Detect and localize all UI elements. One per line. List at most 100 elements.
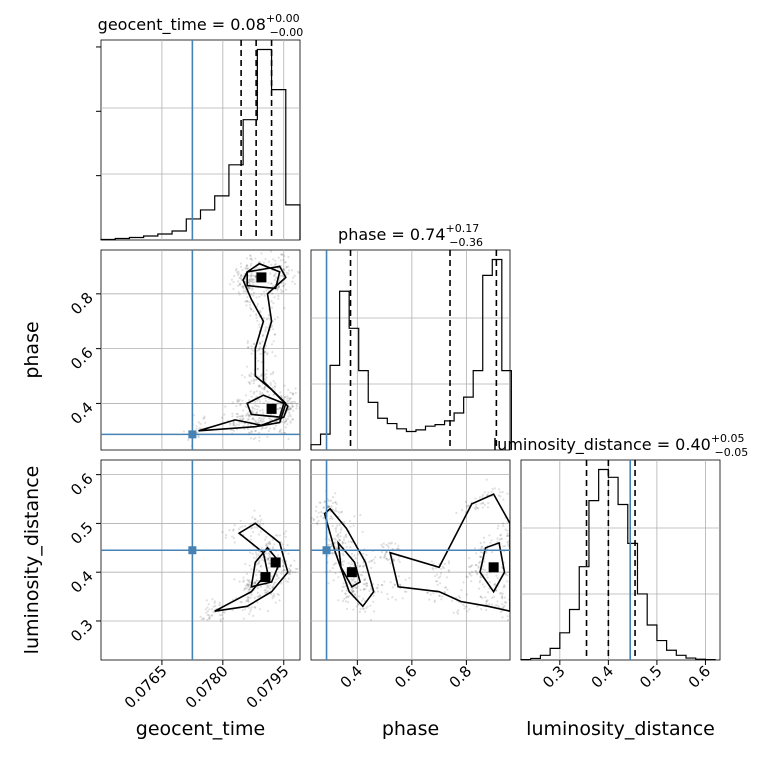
sample-point — [249, 610, 252, 613]
sample-point — [480, 576, 483, 579]
hist-panel-luminosity_distance: luminosity_distance = 0.40+0.05 −0.05 — [493, 432, 748, 661]
sample-point — [235, 267, 238, 270]
sample-point — [283, 421, 286, 424]
sample-point — [253, 517, 256, 521]
sample-point — [350, 560, 353, 563]
sample-point — [383, 556, 386, 559]
sample-point — [289, 397, 293, 400]
sample-point — [248, 381, 251, 384]
sample-point — [259, 585, 262, 588]
sample-point — [338, 538, 341, 541]
sample-point — [283, 307, 286, 310]
sample-point — [280, 582, 283, 585]
sample-point — [248, 613, 251, 616]
sample-point — [274, 354, 277, 358]
sample-point — [289, 569, 292, 573]
sample-point — [258, 326, 261, 329]
sample-point — [389, 581, 392, 584]
sample-point — [284, 426, 287, 429]
sample-point — [347, 540, 350, 543]
sample-point — [256, 526, 259, 529]
contour-level — [479, 541, 506, 594]
sample-point — [238, 283, 241, 287]
sample-point — [246, 596, 249, 599]
sample-point — [246, 342, 249, 345]
sample-point — [445, 576, 448, 579]
sample-point — [263, 385, 266, 388]
sample-point — [286, 417, 289, 420]
sample-point — [249, 264, 252, 267]
sample-point — [250, 568, 253, 571]
sample-point — [480, 546, 483, 549]
sample-point — [268, 542, 271, 545]
sample-point — [252, 343, 256, 346]
sample-point — [283, 261, 286, 264]
panel-frame — [310, 459, 511, 661]
sample-point — [323, 500, 326, 503]
sample-point — [247, 584, 250, 587]
scatter-panel-geocent_time-luminosity_distance — [100, 459, 301, 661]
sample-point — [250, 348, 253, 351]
sample-point — [280, 253, 283, 256]
sample-point — [265, 372, 268, 376]
sample-point — [289, 407, 292, 410]
sample-point — [288, 397, 292, 400]
sample-point — [249, 279, 252, 282]
sample-point — [241, 414, 244, 417]
sample-point — [319, 515, 322, 518]
sample-point — [434, 567, 437, 570]
sample-point — [251, 418, 254, 421]
sample-point — [353, 581, 356, 584]
sample-point — [462, 603, 465, 606]
contour-level — [250, 546, 281, 588]
sample-point — [483, 491, 486, 494]
sample-point — [254, 313, 258, 316]
sample-point — [507, 543, 510, 547]
sample-point — [476, 605, 479, 608]
sample-point — [284, 577, 287, 580]
sample-point — [504, 572, 507, 575]
sample-point — [386, 592, 389, 596]
sample-point — [262, 411, 265, 414]
sample-point — [506, 492, 509, 495]
panel-content — [311, 460, 515, 660]
sample-point — [291, 406, 294, 409]
sample-point — [284, 417, 287, 420]
sample-point — [473, 506, 476, 510]
sample-point — [372, 594, 375, 597]
sample-point — [273, 428, 276, 431]
y-tick-label: 0.6 — [67, 344, 97, 374]
sample-point — [244, 562, 247, 566]
sample-point — [248, 278, 251, 281]
sample-point — [255, 390, 258, 393]
sample-point — [280, 541, 283, 544]
sample-point — [429, 593, 432, 596]
sample-point — [258, 385, 261, 388]
sample-point — [249, 608, 253, 611]
sample-point — [350, 552, 354, 555]
sample-point — [474, 563, 477, 567]
sample-point — [262, 522, 265, 525]
sample-point — [441, 595, 444, 598]
sample-point — [436, 580, 439, 583]
sample-point — [259, 374, 263, 377]
sample-point — [266, 317, 269, 320]
sample-point — [433, 600, 436, 603]
sample-point — [317, 519, 320, 522]
sample-point — [266, 558, 270, 561]
sample-point — [254, 551, 258, 554]
sample-point — [275, 572, 278, 576]
sample-point — [248, 564, 251, 567]
sample-point — [276, 534, 279, 537]
sample-point — [273, 274, 276, 277]
sample-point — [507, 542, 510, 545]
sample-point — [364, 587, 367, 590]
sample-point — [487, 491, 490, 494]
sample-point — [397, 575, 400, 578]
sample-point — [237, 270, 240, 273]
sample-point — [513, 516, 515, 518]
sample-point — [385, 557, 388, 560]
sample-point — [232, 280, 235, 284]
sample-point — [251, 552, 254, 555]
sample-point — [490, 539, 493, 542]
